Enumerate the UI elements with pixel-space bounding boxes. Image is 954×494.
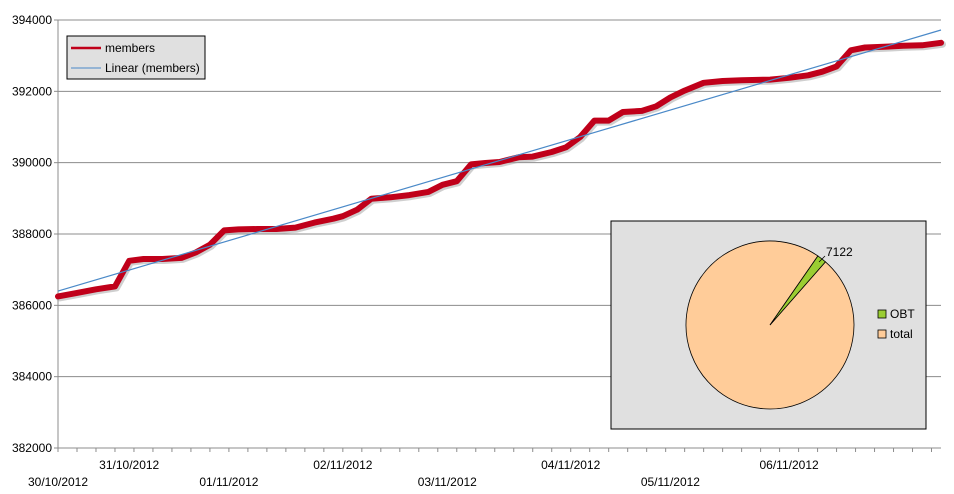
y-tick-label: 386000 <box>12 298 52 312</box>
y-axis: 382000 384000 386000 388000 390000 392000 3940… <box>12 13 59 455</box>
series-line-linear-trend <box>57 29 942 292</box>
pie-data-label-leader <box>818 255 826 263</box>
y-tick-label: 382000 <box>12 441 52 455</box>
pie-slices <box>685 240 855 410</box>
pie-data-label-obt: 7122 <box>826 245 853 259</box>
x-axis: 30/10/2012 31/10/2012 01/11/2012 02/11/2012… <box>28 447 941 489</box>
pie-chart: 7122 OBT total <box>610 220 927 430</box>
x-tick-label: 02/11/2012 <box>313 458 372 472</box>
pie-legend-swatch-obt <box>877 309 887 319</box>
x-tick-label: 05/11/2012 <box>641 475 700 489</box>
x-tick-label: 31/10/2012 <box>99 458 159 472</box>
pie-legend-label-obt: OBT <box>890 307 915 321</box>
legend-box <box>66 35 206 80</box>
legend-label-members: members <box>105 41 155 55</box>
x-tick-label: 06/11/2012 <box>760 458 819 472</box>
y-tick-label: 390000 <box>12 156 52 170</box>
y-tick-label: 394000 <box>12 13 52 27</box>
pie-legend-label-total: total <box>890 327 913 341</box>
x-tick-label: 04/11/2012 <box>541 458 600 472</box>
plot-area: 382000 384000 386000 388000 390000 392000 3940… <box>12 13 946 489</box>
x-tick-label: 30/10/2012 <box>28 475 88 489</box>
legend-label-linear: Linear (members) <box>105 61 200 75</box>
x-tick-label: 03/11/2012 <box>418 475 477 489</box>
line-legend: members Linear (members) <box>66 35 206 80</box>
y-tick-label: 388000 <box>12 227 52 241</box>
x-tick-label: 01/11/2012 <box>199 475 258 489</box>
y-tick-label: 384000 <box>12 370 52 384</box>
pie-legend-swatch-total <box>877 329 887 339</box>
series-group <box>55 29 946 302</box>
y-tick-label: 392000 <box>12 84 52 98</box>
